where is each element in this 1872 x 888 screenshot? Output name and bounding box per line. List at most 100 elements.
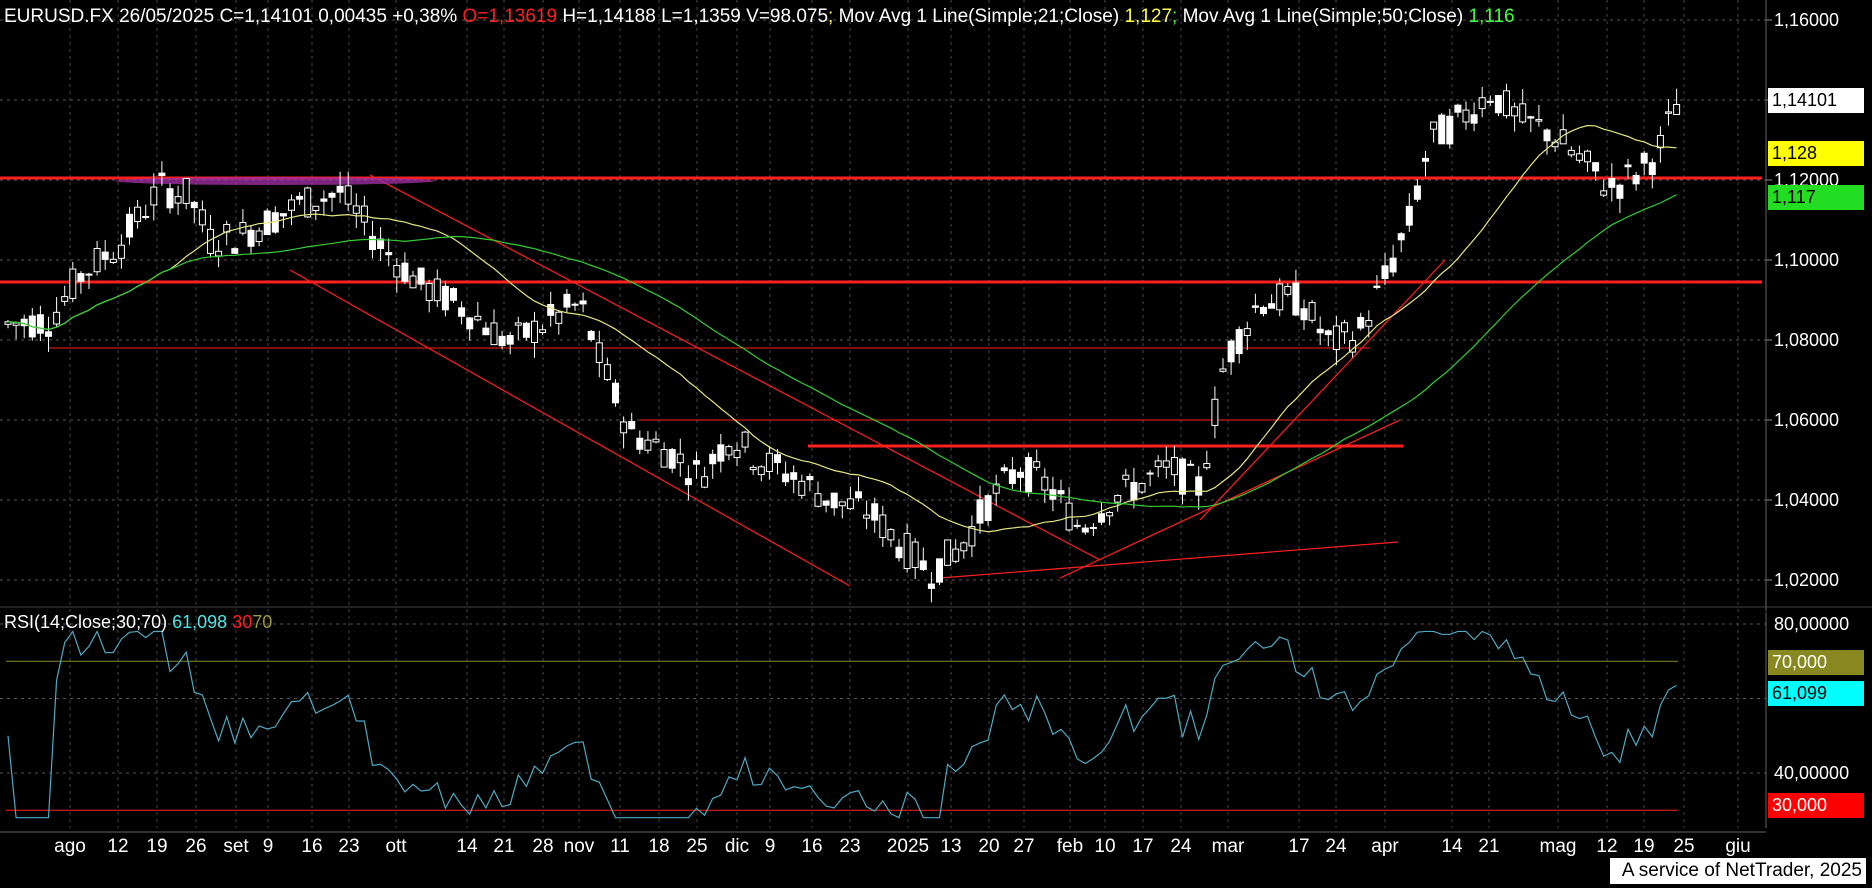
candle-body xyxy=(344,185,352,205)
candle-body xyxy=(668,448,676,469)
time-tick-label: set xyxy=(223,836,249,857)
candle-body xyxy=(417,267,425,285)
candle-body xyxy=(1365,320,1373,327)
time-tick-label: 19 xyxy=(146,836,167,857)
candle-body xyxy=(466,317,474,330)
candle-body xyxy=(1454,104,1462,113)
price-tick-label: 1,08000 xyxy=(1774,330,1839,350)
candle-body xyxy=(1559,129,1567,145)
candle-body xyxy=(1260,306,1267,315)
candle-body xyxy=(1008,469,1016,484)
candle-body xyxy=(174,196,182,204)
time-tick-label: 18 xyxy=(648,836,669,857)
candle-body xyxy=(288,199,295,211)
candle-body xyxy=(822,500,830,506)
candle-body xyxy=(190,201,198,209)
candle-body xyxy=(1413,185,1421,200)
time-tick-label: mar xyxy=(1212,836,1245,857)
candle-body xyxy=(255,230,263,243)
time-tick-label: 14 xyxy=(1441,836,1463,857)
candle-body xyxy=(806,476,814,481)
candle-body xyxy=(377,238,385,250)
candle-body xyxy=(1284,286,1292,295)
candle-body xyxy=(126,213,133,238)
rsi-panel xyxy=(6,630,1678,819)
candle-body xyxy=(385,252,393,256)
candle-body xyxy=(198,209,206,226)
candle-body xyxy=(539,329,547,333)
candle-body xyxy=(992,483,1000,494)
candle-body xyxy=(1632,175,1640,185)
candle-body xyxy=(547,303,555,316)
candle-body xyxy=(1600,190,1608,196)
high-value: H=1,14188 xyxy=(562,6,656,27)
candle-body xyxy=(555,311,563,324)
time-tick-label: 25 xyxy=(1673,836,1694,857)
candle-body xyxy=(1122,474,1130,480)
time-tick-label: 24 xyxy=(1325,836,1347,857)
candle-body xyxy=(498,335,506,347)
time-tick-label: 17 xyxy=(1288,836,1309,857)
axes: 1,160001,140001,120001,100001,080001,060… xyxy=(0,0,1872,857)
time-tick-label: 12 xyxy=(1596,836,1617,857)
candle-body xyxy=(1584,150,1591,163)
candle-body xyxy=(1430,121,1438,130)
candle-body xyxy=(1114,495,1122,503)
low-value: L=1,1359 xyxy=(661,6,741,27)
candle-body xyxy=(215,250,223,257)
candle-body xyxy=(1592,162,1600,172)
candle-body xyxy=(814,493,822,507)
candle-body xyxy=(1519,103,1527,123)
candle-body xyxy=(863,514,871,519)
candle-body xyxy=(944,539,952,566)
resistance-highlight xyxy=(115,177,435,185)
candle-body xyxy=(1316,328,1324,334)
candle-body xyxy=(1567,149,1575,156)
time-tick-label: nov xyxy=(564,836,595,857)
price-tick-label: 1,10000 xyxy=(1774,250,1839,270)
candle-body xyxy=(231,248,239,254)
time-tick-label: 27 xyxy=(1013,836,1034,857)
candle-body xyxy=(296,195,304,200)
ma21-label: Mov Avg 1 Line(Simple;21;Close) xyxy=(838,6,1120,27)
candle-body xyxy=(117,244,125,259)
candle-body xyxy=(433,278,441,302)
time-tick-label: 10 xyxy=(1094,836,1115,857)
candle-body xyxy=(1243,328,1251,336)
candle-body xyxy=(134,206,142,223)
candle-body xyxy=(1211,398,1219,426)
candle-body xyxy=(1648,162,1656,176)
ma50-tag: 1,117 xyxy=(1768,185,1864,210)
candle-body xyxy=(1308,302,1316,321)
time-tick-label: 13 xyxy=(940,836,961,857)
candle-body xyxy=(1341,322,1348,333)
candle-body xyxy=(782,473,790,483)
footer-credit: A service of NetTrader, 2025 xyxy=(1609,858,1866,884)
candle-body xyxy=(879,514,887,539)
rsi-tick-label: 80,00000 xyxy=(1774,614,1849,634)
candle-body xyxy=(733,449,741,459)
candle-body xyxy=(1357,316,1365,329)
volume-value: V=98.075 xyxy=(746,6,829,27)
candle-body xyxy=(360,205,368,223)
candle-body xyxy=(968,526,976,547)
candle-body xyxy=(1187,463,1195,466)
time-tick-label: 16 xyxy=(301,836,322,857)
candle-body xyxy=(1292,282,1300,316)
candle-body xyxy=(652,438,660,443)
candle-body xyxy=(636,437,644,450)
candle-body xyxy=(798,480,806,496)
rsi-current-tag: 61,099 xyxy=(1768,681,1864,706)
candle-body xyxy=(1665,111,1672,114)
candle-body xyxy=(757,466,765,476)
time-tick-label: 2025 xyxy=(887,836,929,857)
candle-body xyxy=(352,205,360,214)
candle-body xyxy=(765,452,773,472)
time-tick-label: ott xyxy=(385,836,407,857)
candle-body xyxy=(741,431,749,448)
candle-body xyxy=(393,265,401,278)
candle-body xyxy=(701,476,709,488)
candle-body xyxy=(903,532,911,569)
candle-body xyxy=(1130,481,1138,501)
price-tick-label: 1,02000 xyxy=(1774,570,1839,590)
